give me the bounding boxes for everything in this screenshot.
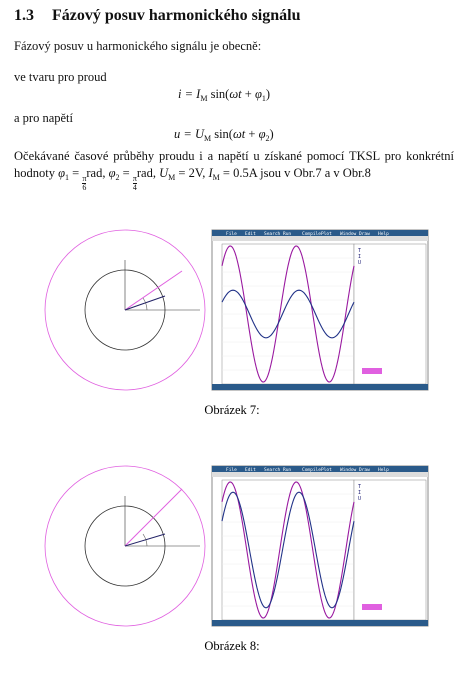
equation: i = IM sin(ωt + φ1) [178,86,270,107]
text: 2 [115,173,120,182]
current-curve [221,289,355,339]
current-curve [221,491,355,609]
menu-item: Edit [245,231,256,237]
intro: Fázový posuv u harmonického signálu je o… [14,39,262,53]
text: Očekávané časové průběhy proudu i a napě… [14,149,454,180]
text: a pro napětí [14,111,74,125]
menu-item: File [226,231,237,237]
menu-item: Draw [359,231,370,237]
caption: Obrázek 7: [204,403,259,417]
title-bar [212,236,428,241]
legend-entry: T [358,484,361,490]
voltage-phasor [124,270,183,311]
section-number: 1.3 [14,7,34,24]
menu-item: Compile [302,467,321,473]
menu-bar [212,466,428,472]
outer-circle [44,465,206,627]
menu-item: Help [378,467,389,473]
angle-arc [142,297,148,311]
text: = 2V, [175,166,209,180]
text: = [119,166,133,180]
menu-bar [212,230,428,236]
menu-item: Search [264,231,281,237]
legend-panel [353,479,427,621]
text: + [245,127,259,141]
text: 6 [82,183,87,192]
legend-entry: I [358,490,361,496]
equation: u = UM sin(ωt + φ2) [174,126,274,147]
text: sin( [211,127,233,141]
text: M [168,173,176,182]
menu-item: Run [283,467,291,473]
text: π [132,174,137,184]
legend-marker [362,604,382,610]
text: 1 [261,94,266,103]
menu-item: Draw [359,467,370,473]
legend-entry: U [358,260,361,266]
figure: File Edit Search Run Compile Plot Window Draw He… [44,229,429,417]
text: φ [254,87,262,101]
text: M [200,94,208,103]
text: 4 [132,183,137,192]
text: π [82,174,87,184]
text: φ [258,127,266,141]
menu-item: Edit [245,467,256,473]
text: I [208,166,213,180]
status-bar [212,620,428,626]
text: u = [174,127,195,141]
text: φ [58,166,66,180]
legend-entry: I [358,254,361,260]
text: ve tvaru pro proud [14,70,107,84]
text: ) [269,127,274,141]
legend-panel [353,243,427,385]
menu-item: Plot [321,467,332,473]
text: 1 [65,173,70,182]
text: U [159,166,169,180]
title-bar [212,472,428,477]
text: ωt [229,87,242,101]
voltage-phasor [124,488,183,547]
text: + [241,87,255,101]
current-phasor [124,533,166,547]
status-bar [212,384,428,390]
menu-item: Compile [302,231,321,237]
paragraph: Očekávané časové průběhy proudu i a napě… [14,148,454,192]
text: rad, [136,166,160,180]
current-phasor [124,295,166,311]
text: U [194,127,204,141]
text: φ [108,166,116,180]
menu-item: File [226,467,237,473]
text: I [196,87,201,101]
section-title: Fázový posuv harmonického signálu [52,7,301,24]
text: ωt [232,127,246,141]
menu-item: Help [378,231,389,237]
legend-entry: U [358,496,361,502]
menu-item: Window [340,467,357,473]
legend-entry: T [358,248,361,254]
voltage-curve [221,481,355,619]
text: 2 [265,134,270,143]
menu-item: Search [264,467,281,473]
text: rad, [86,166,109,180]
text: i = [178,87,197,101]
caption: Obrázek 8: [204,639,259,653]
menu-item: Plot [321,231,332,237]
text: ) [265,87,271,101]
heading: 1.3 Fázový posuv harmonického signálu [14,8,300,24]
menu-item: Window [340,231,357,237]
angle-arc [142,533,148,547]
text: M [212,173,220,182]
outer-circle [44,229,206,391]
legend-marker [362,368,382,374]
text: sin( [207,87,230,101]
text: M [203,134,212,143]
voltage-curve [221,245,355,383]
figure: File Edit Search Run Compile Plot Window Draw He… [44,465,429,653]
text: = [69,166,83,180]
menu-item: Run [283,231,291,237]
text: = 0.5A jsou v Obr.7 a v Obr.8 [219,166,371,180]
